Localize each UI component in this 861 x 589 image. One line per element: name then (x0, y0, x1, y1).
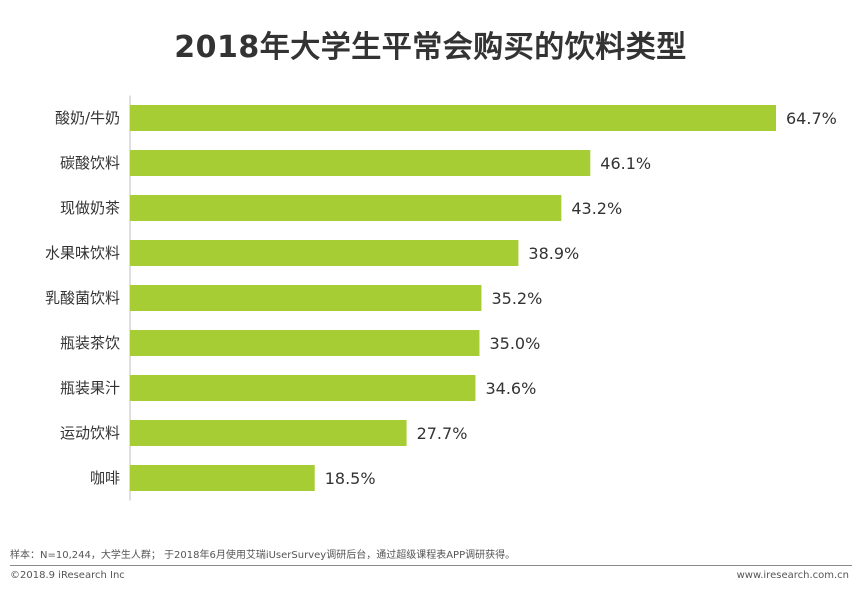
category-label: 酸奶/牛奶 (55, 109, 120, 127)
category-label: 现做奶茶 (60, 199, 120, 217)
bar-chart: 酸奶/牛奶 64.7% 碳酸饮料 46.1% 现做奶茶 43.2% 水果味饮料 38.9% 乳酸… (45, 95, 837, 501)
value-label: 46.1% (600, 154, 651, 173)
value-label: 35.2% (491, 289, 542, 308)
website-text: www.iresearch.com.cn (736, 570, 849, 581)
category-label: 碳酸饮料 (60, 154, 120, 172)
chart-title: 2018年大学生平常会购买的饮料类型 (174, 30, 687, 65)
category-label: 瓶装茶饮 (60, 334, 120, 352)
value-label: 18.5% (325, 469, 376, 488)
copyright-text: ©2018.9 iResearch Inc (10, 570, 125, 581)
bar (130, 330, 480, 356)
value-label: 43.2% (571, 199, 622, 218)
sample-note: 样本：N=10,244，大学生人群； 于2018年6月使用艾瑞iUserSurv… (10, 550, 516, 561)
bar (130, 195, 562, 221)
value-label: 38.9% (528, 244, 579, 263)
bar (130, 150, 591, 176)
category-label: 运动饮料 (60, 424, 120, 442)
bar (130, 465, 315, 491)
bar (130, 375, 476, 401)
category-label: 咖啡 (90, 469, 120, 487)
footer-divider (10, 565, 852, 566)
value-label: 27.7% (417, 424, 468, 443)
bar (130, 285, 482, 311)
value-label: 34.6% (485, 379, 536, 398)
value-label: 35.0% (489, 334, 540, 353)
bar (130, 240, 519, 266)
category-label: 瓶装果汁 (60, 379, 120, 397)
bar (130, 420, 407, 446)
bar (130, 105, 776, 131)
value-label: 64.7% (786, 109, 837, 128)
category-label: 水果味饮料 (45, 244, 120, 262)
category-label: 乳酸菌饮料 (45, 289, 120, 307)
